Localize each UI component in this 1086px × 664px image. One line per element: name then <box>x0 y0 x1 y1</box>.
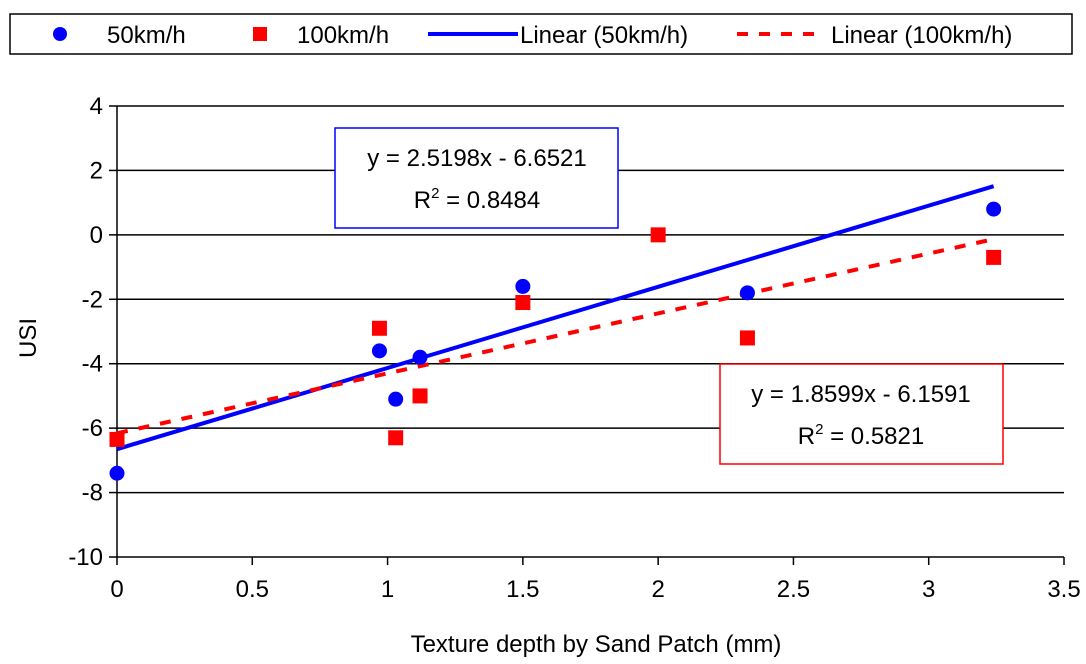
x-tick-label: 3.5 <box>1047 576 1080 603</box>
legend-label-100kmh: 100km/h <box>297 22 389 49</box>
trendline-100kmh <box>116 237 995 436</box>
point-100kmh <box>739 330 755 346</box>
r-squared-100kmh-r: R <box>798 423 815 450</box>
equation-box-50kmh: y = 2.5198x - 6.6521 R2 = 0.8484 <box>334 127 619 229</box>
legend-label-linear-100kmh: Linear (100km/h) <box>831 22 1012 49</box>
legend: 50km/h 100km/h Linear (50km/h) Linear (1… <box>9 13 1073 55</box>
x-tick-label: 1 <box>381 576 394 603</box>
legend-label-linear-50kmh: Linear (50km/h) <box>520 22 688 49</box>
point-50kmh <box>739 285 755 301</box>
y-tick-label: -8 <box>82 480 103 507</box>
r-squared-50kmh-sup: 2 <box>431 185 439 202</box>
legend-symbol-50kmh <box>53 27 67 41</box>
x-tick-label: 1.5 <box>506 576 539 603</box>
y-tick-label: 0 <box>90 222 103 249</box>
r-squared-100kmh-value: = 0.5821 <box>823 423 924 450</box>
trendline-50kmh <box>116 184 995 452</box>
r-squared-50kmh-value: = 0.8484 <box>439 187 540 214</box>
equation-box-100kmh: y = 1.8599x - 6.1591 R2 = 0.5821 <box>719 363 1004 465</box>
point-50kmh <box>371 343 387 359</box>
y-tick-label: -6 <box>82 415 103 442</box>
y-tick-label: 2 <box>90 157 103 184</box>
y-ticks: -10 -8 -6 -4 -2 0 2 4 <box>68 93 117 571</box>
axes <box>116 106 1064 558</box>
y-tick-label: -4 <box>82 351 103 378</box>
legend-box <box>9 13 1073 55</box>
y-tick-label: 4 <box>90 93 103 120</box>
r-squared-100kmh: R2 = 0.5821 <box>798 421 924 450</box>
x-tick-label: 0 <box>110 576 123 603</box>
point-100kmh <box>986 249 1002 265</box>
point-100kmh <box>650 227 666 243</box>
x-tick-label: 0.5 <box>236 576 269 603</box>
equation-100kmh: y = 1.8599x - 6.1591 <box>751 381 971 408</box>
point-100kmh <box>371 320 387 336</box>
r-squared-50kmh-r: R <box>414 187 431 214</box>
point-100kmh <box>515 295 531 311</box>
point-50kmh <box>412 349 428 365</box>
equation-50kmh: y = 2.5198x - 6.6521 <box>367 145 587 172</box>
trendlines <box>116 184 995 452</box>
x-axis-title: Texture depth by Sand Patch (mm) <box>411 631 782 658</box>
equation-box-100kmh-border <box>719 363 1004 465</box>
point-100kmh <box>109 431 125 447</box>
y-axis-title: USI <box>15 318 42 358</box>
x-tick-label: 3 <box>922 576 935 603</box>
r-squared-50kmh: R2 = 0.8484 <box>414 185 540 214</box>
x-tick-label: 2 <box>651 576 664 603</box>
point-50kmh <box>109 465 125 481</box>
x-tick-label: 2.5 <box>777 576 810 603</box>
point-100kmh <box>388 430 404 446</box>
point-50kmh <box>515 278 531 294</box>
equation-box-50kmh-border <box>334 127 619 229</box>
y-tick-label: -10 <box>68 544 103 571</box>
point-50kmh <box>388 391 404 407</box>
data-points <box>109 201 1002 481</box>
legend-symbol-100kmh <box>253 27 267 41</box>
x-ticks: 0 0.5 1 1.5 2 2.5 3 3.5 <box>110 557 1081 603</box>
y-tick-label: -2 <box>82 286 103 313</box>
point-50kmh <box>986 201 1002 217</box>
legend-label-50kmh: 50km/h <box>107 22 186 49</box>
point-100kmh <box>412 388 428 404</box>
r-squared-100kmh-sup: 2 <box>815 421 823 438</box>
